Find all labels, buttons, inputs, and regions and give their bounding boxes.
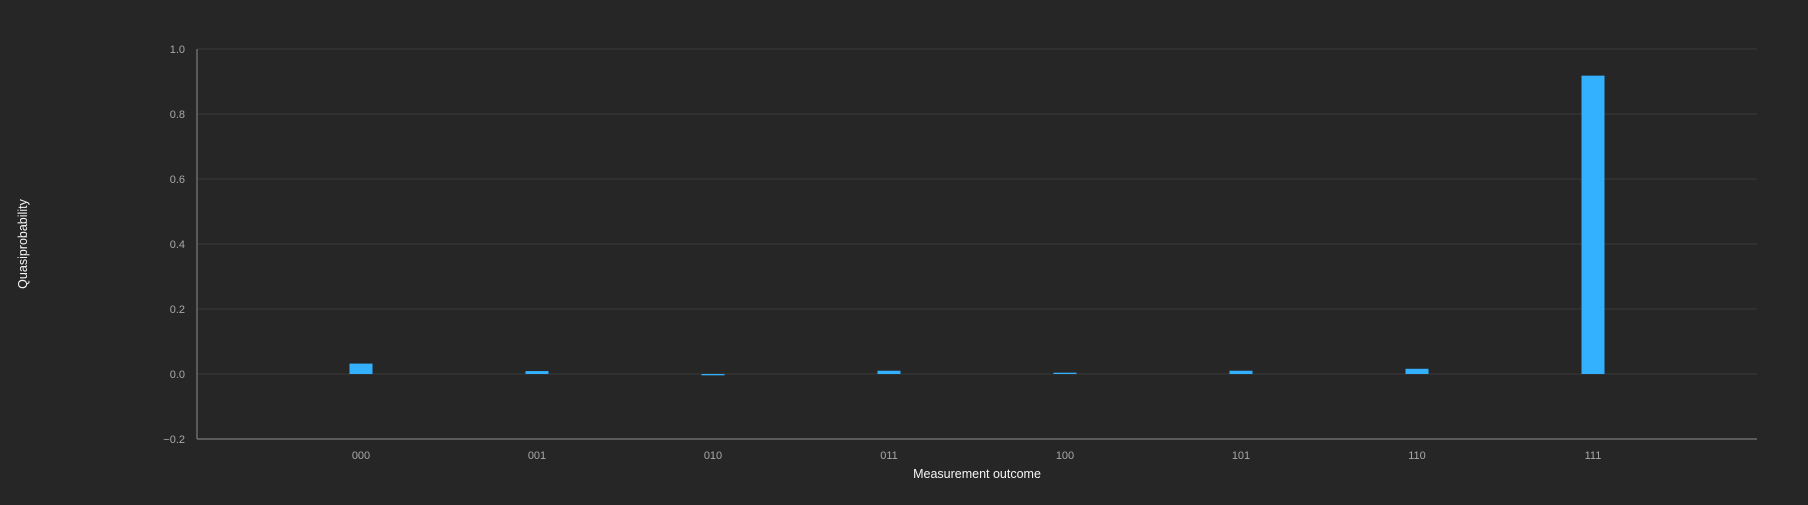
y-tick-label: 0.4 — [170, 239, 185, 251]
y-tick-label: 0.2 — [170, 304, 185, 316]
y-tick-label: 0.8 — [170, 109, 185, 121]
bar-001[interactable] — [525, 371, 549, 374]
y-tick-label: −0.2 — [163, 434, 185, 446]
x-tick-label: 101 — [1232, 450, 1250, 462]
x-tick-label: 110 — [1408, 450, 1426, 462]
grid-lines — [197, 48, 1757, 375]
x-tick-label: 100 — [1056, 450, 1074, 462]
x-tick-labels: 000 001 010 011 100 101 110 111 — [352, 450, 1602, 462]
axes — [196, 49, 1757, 440]
bar-111[interactable] — [1581, 75, 1605, 375]
x-axis-label: Measurement outcome — [913, 467, 1041, 481]
y-tick-label: 1.0 — [170, 44, 185, 56]
y-tick-label: 0.0 — [170, 369, 185, 381]
x-tick-label: 001 — [528, 450, 546, 462]
bar-100[interactable] — [1053, 372, 1077, 374]
bar-101[interactable] — [1229, 370, 1253, 374]
bar-010[interactable] — [701, 374, 725, 376]
y-tick-label: 0.6 — [170, 174, 185, 186]
x-tick-label: 000 — [352, 450, 370, 462]
x-tick-label: 010 — [704, 450, 722, 462]
bar-011[interactable] — [877, 370, 901, 374]
y-axis-label: Quasiprobability — [16, 198, 30, 288]
x-tick-label: 111 — [1585, 450, 1602, 462]
x-tick-label: 011 — [880, 450, 898, 462]
y-tick-labels: 1.0 0.8 0.6 0.4 0.2 0.0 −0.2 — [163, 44, 185, 446]
bars — [349, 75, 1605, 376]
bar-110[interactable] — [1405, 368, 1429, 374]
bar-000[interactable] — [349, 363, 373, 374]
